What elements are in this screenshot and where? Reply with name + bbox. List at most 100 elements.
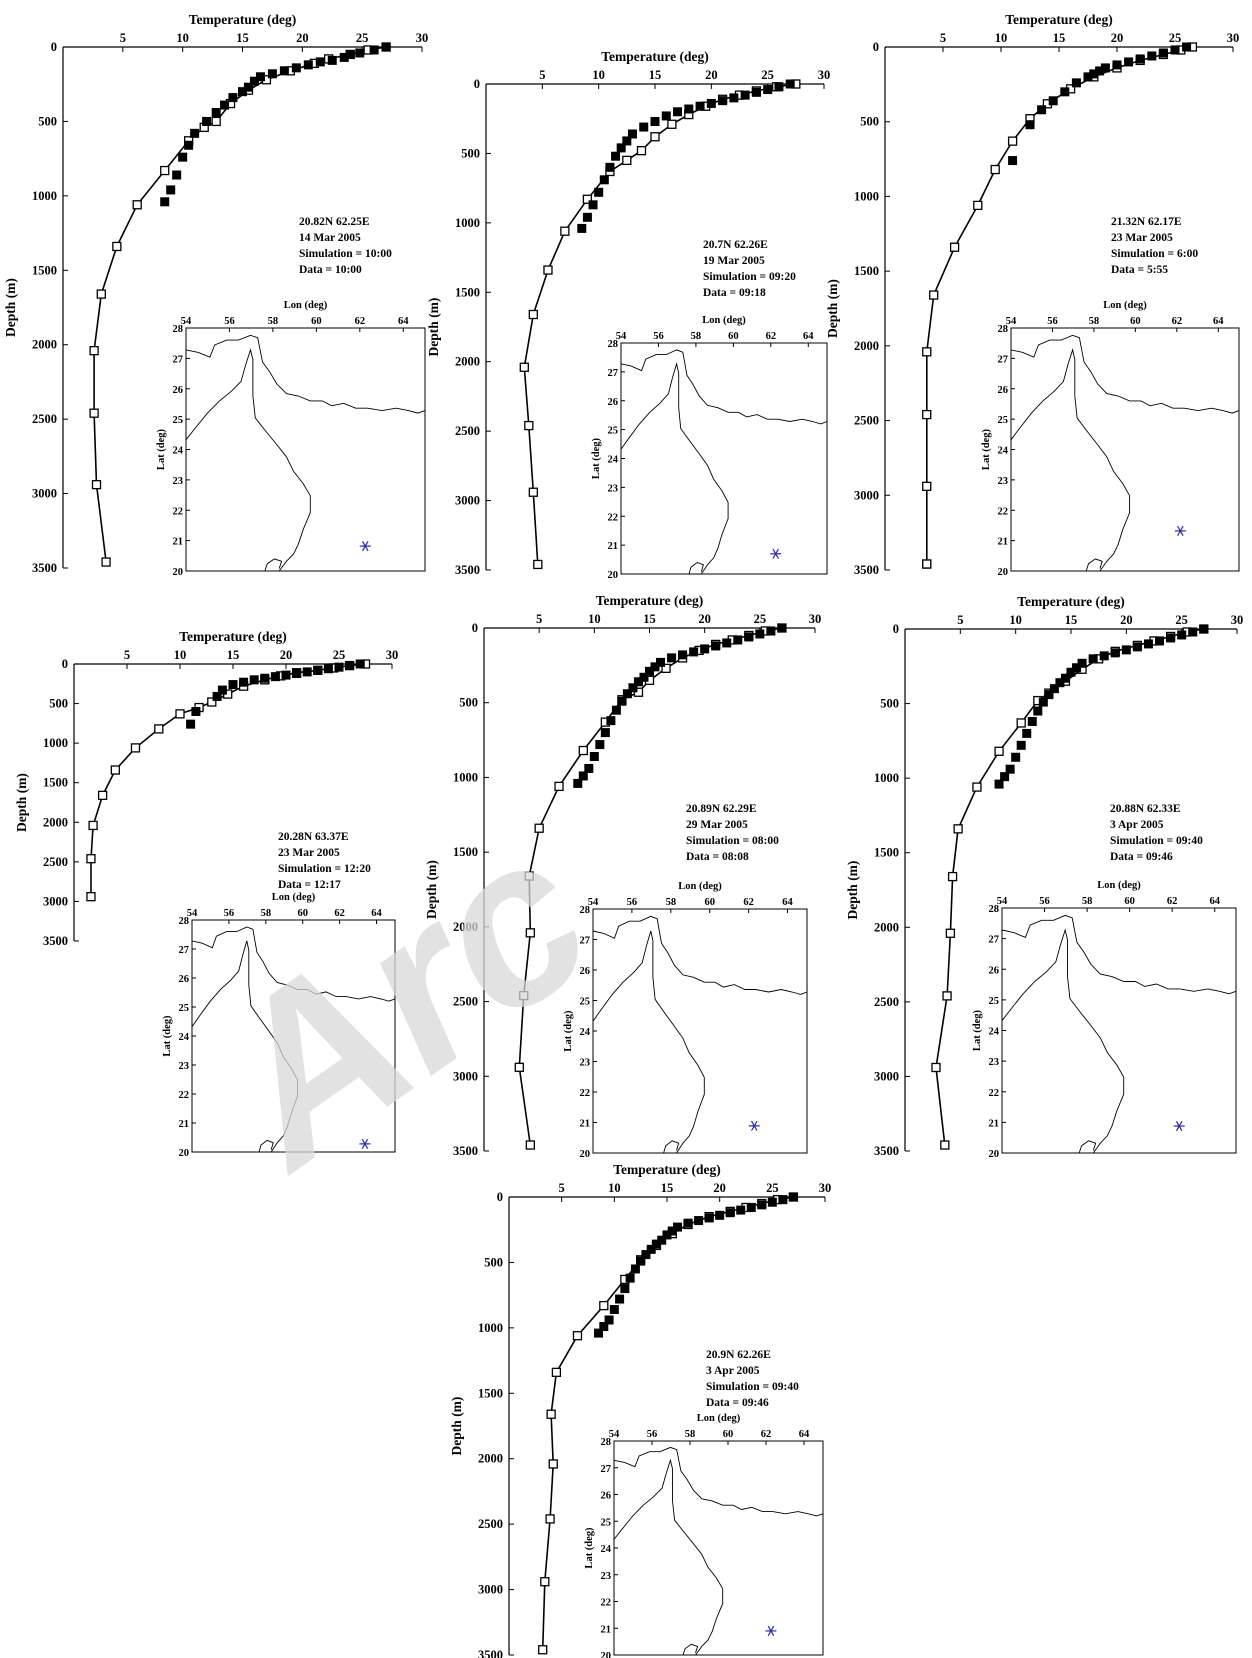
station-marker-stroke bbox=[1177, 525, 1184, 536]
observed-point bbox=[1135, 54, 1145, 64]
x-tick-label: 20 bbox=[713, 1181, 726, 1195]
observed-point bbox=[656, 657, 666, 667]
observed-point bbox=[594, 1328, 604, 1338]
observed-point bbox=[695, 101, 705, 111]
y-tick-label: 3000 bbox=[455, 494, 480, 508]
observed-point bbox=[628, 683, 638, 693]
model-point bbox=[132, 200, 142, 210]
model-point bbox=[1007, 136, 1018, 146]
map-lat-tick-label: 28 bbox=[608, 339, 619, 350]
model-point bbox=[667, 119, 677, 129]
map-lon-tick-label: 56 bbox=[224, 316, 235, 327]
chart-panel-1: 5 10 15 20 25 30 0 500 1000 1500 2000 2500 3000 3500 T… bbox=[3, 12, 428, 578]
map-lat-title: Lat (deg) bbox=[591, 437, 602, 479]
coastline-north bbox=[191, 926, 396, 1002]
map-lon-tick-label: 58 bbox=[1089, 316, 1100, 327]
map-lon-tick-label: 60 bbox=[297, 908, 308, 919]
map-lon-title: Lon (deg) bbox=[697, 1413, 741, 1424]
x-tick-label: 10 bbox=[176, 31, 189, 45]
map-lat-tick-label: 25 bbox=[989, 996, 1000, 1007]
model-point bbox=[931, 1062, 941, 1073]
map-lon-tick-label: 62 bbox=[1172, 316, 1183, 327]
coastline-oman bbox=[1010, 348, 1131, 572]
observed-point bbox=[778, 1195, 788, 1205]
model-point bbox=[650, 132, 660, 142]
model-point bbox=[545, 1514, 555, 1524]
observed-point bbox=[211, 107, 221, 117]
map-lat-tick-label: 22 bbox=[989, 1088, 1000, 1099]
map-lat-tick-label: 23 bbox=[989, 1057, 1000, 1068]
coastline-north bbox=[613, 1446, 824, 1517]
x-tick-label: 30 bbox=[416, 31, 429, 45]
map-lon-tick-label: 56 bbox=[1039, 896, 1050, 907]
model-point bbox=[524, 871, 534, 881]
coastline-oman bbox=[191, 940, 299, 1153]
y-tick-label: 500 bbox=[860, 115, 879, 129]
y-tick-label: 500 bbox=[459, 696, 478, 710]
map-inset: 54 56 58 60 62 64 20 21 22 23 24 25 26 27 28 Lon (deg) L… bbox=[162, 892, 396, 1159]
x-tick-label: 15 bbox=[236, 31, 249, 45]
observed-point bbox=[766, 626, 776, 636]
x-tick-label: 30 bbox=[386, 648, 399, 662]
model-point bbox=[922, 481, 932, 491]
model-point bbox=[534, 823, 544, 833]
map-lon-tick-label: 62 bbox=[766, 331, 777, 342]
map-frame bbox=[1001, 907, 1237, 1154]
x-tick-label: 30 bbox=[1231, 613, 1244, 627]
y-tick-label: 500 bbox=[461, 146, 480, 160]
map-lon-tick-label: 64 bbox=[1209, 896, 1220, 907]
model-point bbox=[947, 871, 958, 882]
observed-point bbox=[604, 1315, 614, 1325]
y-axis-title: Depth (m) bbox=[14, 773, 29, 832]
observed-point bbox=[160, 197, 170, 207]
map-lat-tick-label: 21 bbox=[601, 1624, 612, 1635]
coastline-island bbox=[1078, 1140, 1097, 1154]
model-point bbox=[599, 1300, 609, 1311]
observed-point bbox=[281, 670, 291, 680]
observed-point bbox=[1182, 42, 1192, 52]
observed-point bbox=[369, 45, 379, 55]
observed-point bbox=[622, 136, 632, 146]
y-tick-label: 2500 bbox=[854, 414, 879, 428]
y-tick-label: 1500 bbox=[874, 846, 899, 860]
coastline-oman bbox=[592, 930, 705, 1154]
x-tick-label: 20 bbox=[296, 31, 309, 45]
map-lon-tick-label: 64 bbox=[782, 897, 793, 908]
map-lat-tick-label: 23 bbox=[179, 1061, 190, 1072]
observed-point bbox=[650, 662, 660, 672]
y-tick-label: 1500 bbox=[854, 264, 879, 278]
observed-point bbox=[1055, 678, 1065, 688]
observed-point bbox=[323, 664, 333, 674]
x-tick-label: 10 bbox=[174, 648, 187, 662]
observed-series bbox=[160, 42, 391, 207]
observed-point bbox=[589, 752, 599, 762]
info-line-2: 29 Mar 2005 bbox=[686, 819, 748, 831]
chart-panel-6: 5 10 15 20 25 30 0 500 1000 1500 2000 2500 3000 3500 T… bbox=[845, 594, 1243, 1160]
observed-point bbox=[736, 1205, 746, 1215]
map-lon-tick-label: 54 bbox=[1006, 316, 1017, 327]
map-lat-tick-label: 23 bbox=[998, 476, 1009, 487]
info-line-3: Simulation = 09:40 bbox=[706, 1381, 799, 1393]
model-point bbox=[546, 1409, 556, 1419]
observed-point bbox=[1048, 96, 1058, 106]
observed-point bbox=[345, 49, 355, 59]
coastline-island bbox=[264, 558, 283, 572]
map-lon-tick-label: 60 bbox=[704, 897, 715, 908]
observed-point bbox=[1088, 654, 1098, 664]
observed-point bbox=[1124, 57, 1134, 67]
map-frame bbox=[620, 342, 828, 575]
station-marker bbox=[1173, 1120, 1185, 1132]
map-lat-tick-label: 22 bbox=[998, 506, 1009, 517]
map-lat-tick-label: 24 bbox=[173, 446, 184, 457]
map-lat-tick-label: 24 bbox=[608, 455, 619, 466]
observed-point bbox=[327, 55, 337, 65]
model-point bbox=[154, 724, 164, 734]
x-tick-label: 25 bbox=[1175, 613, 1188, 627]
observed-series bbox=[573, 623, 787, 788]
observed-point bbox=[1112, 60, 1122, 70]
map-lat-tick-label: 26 bbox=[179, 974, 190, 985]
map-lat-tick-label: 22 bbox=[179, 1090, 190, 1101]
x-tick-label: 20 bbox=[280, 648, 293, 662]
x-tick-label: 5 bbox=[536, 612, 542, 626]
map-lon-tick-label: 62 bbox=[743, 897, 754, 908]
